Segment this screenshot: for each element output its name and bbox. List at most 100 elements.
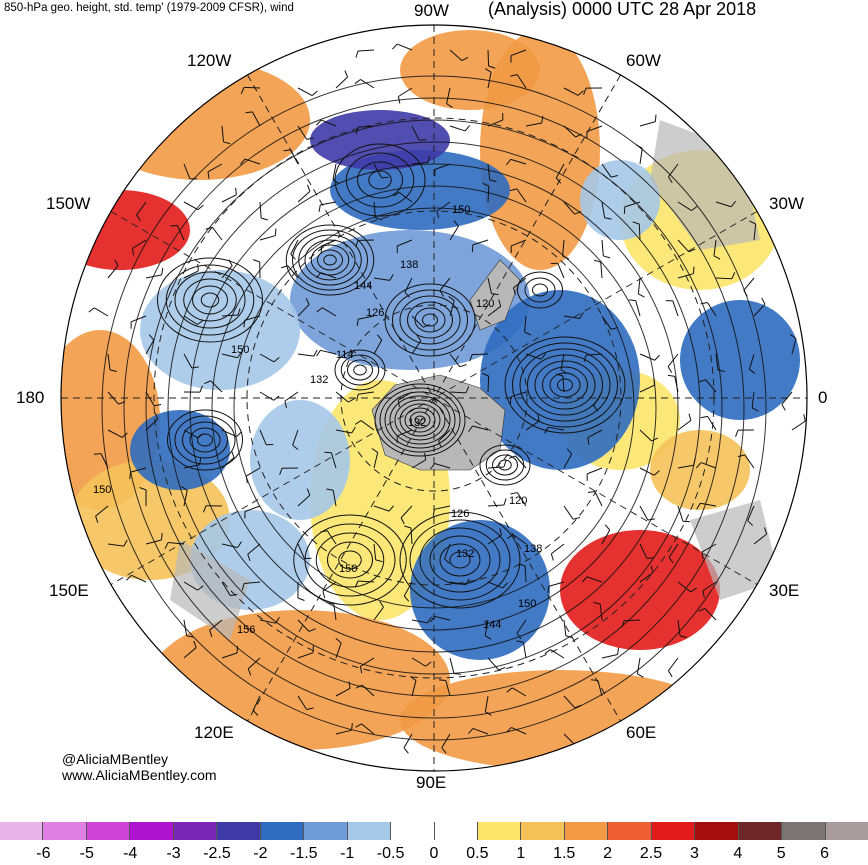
wind-barb-staff (639, 572, 654, 583)
wind-barb (696, 462, 717, 469)
wind-barb-staff (487, 119, 504, 127)
wind-barb (449, 125, 470, 132)
wind-barb-flag (717, 369, 725, 373)
wind-barb-staff (373, 277, 390, 281)
wind-barb (131, 239, 147, 256)
wind-barb-flag (485, 711, 492, 716)
wind-barb-staff (434, 505, 451, 510)
wind-barb (396, 429, 413, 443)
wind-barb-staff (107, 265, 119, 279)
wind-barb (290, 239, 299, 260)
wind-barb-flag (506, 534, 514, 539)
wind-barb-staff (601, 163, 612, 178)
wind-barb-flag (583, 87, 587, 95)
wind-barb-staff (601, 315, 612, 330)
wind-barb-staff (221, 581, 231, 596)
wind-barb-staff (487, 375, 490, 393)
wind-barb (639, 467, 660, 476)
wind-barb-staff (183, 464, 200, 469)
wind-barb-flag (610, 174, 619, 178)
wind-barb-staff (95, 505, 109, 517)
anomaly-patch (580, 160, 660, 240)
wind-barb (556, 373, 565, 393)
height-contours (101, 75, 767, 741)
wind-barb (509, 188, 527, 203)
contour-label: 144 (354, 280, 372, 292)
height-contour (167, 409, 243, 471)
wind-barb (510, 49, 527, 63)
wind-barb (221, 259, 233, 279)
wind-barb (510, 74, 527, 89)
wind-barb (639, 353, 660, 361)
colorbar-tick-label: 6 (820, 845, 830, 862)
wind-barb-staff (297, 543, 305, 559)
wind-barb-flag (688, 248, 696, 253)
wind-barb (183, 640, 197, 659)
wind-barb-flag (587, 437, 590, 445)
lon-label-150e: 150E (49, 581, 89, 600)
wind-barb (735, 429, 755, 437)
wind-barb-flag (498, 299, 502, 307)
wind-barb-staff (449, 581, 466, 586)
height-contour (145, 119, 723, 697)
height-contour (399, 511, 521, 609)
wind-barb-flag (403, 747, 409, 754)
wind-barb-staff (562, 376, 565, 393)
wind-barb-staff (221, 265, 233, 279)
wind-barb-staff (748, 353, 755, 370)
wind-barb-staff (522, 642, 527, 659)
wind-barb-flag (749, 368, 756, 374)
wind-barb (525, 353, 546, 360)
wind-barb-flag (427, 155, 431, 163)
wind-barb (487, 49, 496, 69)
wind-barb (563, 125, 583, 138)
wind-barb (221, 187, 237, 203)
wind-barb (371, 448, 379, 469)
wind-barb (403, 733, 413, 754)
height-contour (419, 527, 501, 593)
wind-barb (247, 657, 261, 676)
wind-barb (563, 201, 582, 215)
wind-barb-staff (563, 505, 574, 520)
wind-barb (359, 657, 375, 674)
height-contour (317, 249, 343, 271)
height-contour (524, 277, 556, 303)
wind-barb (202, 505, 223, 513)
wind-barb (297, 87, 318, 97)
wind-barb-staff (560, 353, 565, 370)
wind-barb (107, 259, 119, 279)
wind-barb-flag (279, 468, 283, 475)
wind-barb-flag (593, 259, 601, 263)
wind-barb (356, 391, 375, 402)
wind-barb-flag (355, 723, 362, 728)
colorbar-swatch (608, 822, 652, 840)
wind-barb (130, 315, 147, 329)
height-contour (340, 354, 380, 386)
wind-barb-staff (360, 79, 375, 89)
height-contour (527, 354, 603, 416)
wind-barb-flag (651, 437, 659, 442)
wind-barb-flag (326, 488, 334, 491)
wind-barb-staff (107, 543, 124, 547)
anomaly-patch (480, 30, 600, 270)
wind-barb (677, 619, 687, 638)
wind-barb (183, 201, 204, 211)
wind-barb (283, 149, 299, 165)
wind-barb-staff (715, 201, 732, 208)
wind-barb-flag (587, 491, 595, 493)
wind-barb (320, 239, 337, 254)
wind-barb-staff (297, 652, 314, 659)
wind-barb (335, 391, 355, 403)
wind-barb-staff (487, 581, 504, 589)
wind-barb (396, 239, 413, 254)
contour-label: 150 (452, 204, 470, 216)
wind-barb-flag (326, 602, 334, 605)
wind-barb (506, 534, 527, 545)
wind-barb-staff (511, 687, 527, 697)
wind-barb-staff (487, 657, 500, 671)
wind-barb-flag (393, 191, 400, 197)
wind-barb-flag (621, 620, 625, 628)
wind-barb-staff (471, 353, 489, 356)
wind-barb (715, 200, 736, 208)
height-contour (407, 301, 453, 339)
